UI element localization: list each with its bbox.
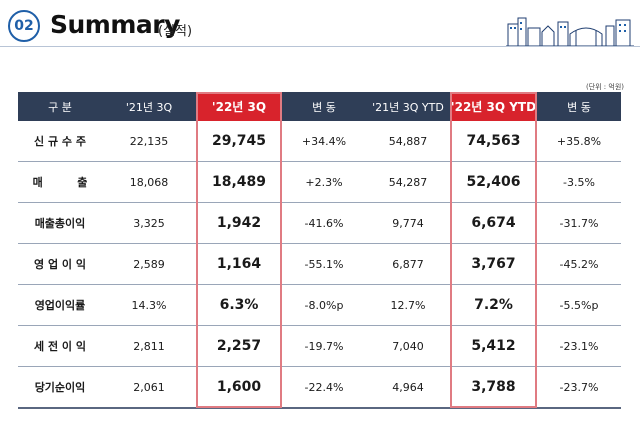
table-row: 세 전 이 익 2,811 2,257 -19.7% 7,040 5,412 -… (18, 325, 621, 367)
table-row: 매출총이익 3,325 1,942 -41.6% 9,774 6,674 -31… (18, 202, 621, 244)
cell-change-ytd: -23.7% (537, 366, 621, 409)
cell-21-ytd: 4,964 (366, 366, 450, 409)
cell-21-ytd: 54,287 (366, 161, 450, 203)
unit-note: (단위 : 억원) (585, 83, 624, 91)
row-label: 신 규 수 주 (18, 121, 102, 162)
cell-22-ytd: 3,788 (450, 366, 537, 409)
cell-change-q: -41.6% (282, 202, 366, 244)
city-skyline-icon (506, 17, 634, 47)
cell-22-ytd: 7.2% (450, 284, 537, 326)
cell-21-3q: 2,589 (102, 243, 196, 285)
cell-change-q: -55.1% (282, 243, 366, 285)
row-label: 당기순이익 (18, 366, 102, 409)
cell-change-q: -19.7% (282, 325, 366, 367)
cell-21-3q: 14.3% (102, 284, 196, 326)
table-row: 영업이익률 14.3% 6.3% -8.0%p 12.7% 7.2% -5.5%… (18, 284, 621, 326)
row-label: 영업이익률 (18, 284, 102, 326)
cell-22-3q: 1,164 (196, 243, 282, 285)
row-label: 세 전 이 익 (18, 325, 102, 367)
row-label: 매 출 (18, 161, 102, 203)
table-row: 당기순이익 2,061 1,600 -22.4% 4,964 3,788 -23… (18, 366, 621, 409)
cell-22-3q: 2,257 (196, 325, 282, 367)
cell-21-ytd: 6,877 (366, 243, 450, 285)
cell-21-3q: 2,811 (102, 325, 196, 367)
col-header-22-3q: '22년 3Q (196, 92, 282, 121)
col-header-category: 구 분 (18, 92, 102, 121)
header-divider (0, 46, 640, 47)
cell-21-3q: 18,068 (102, 161, 196, 203)
col-header-21-3q: '21년 3Q (102, 92, 196, 121)
cell-22-ytd: 6,674 (450, 202, 537, 244)
row-label: 영 업 이 익 (18, 243, 102, 285)
cell-22-3q: 6.3% (196, 284, 282, 326)
cell-22-ytd: 52,406 (450, 161, 537, 203)
cell-22-ytd: 3,767 (450, 243, 537, 285)
col-header-change-ytd: 변 동 (537, 92, 621, 121)
table-row: 매 출 18,068 18,489 +2.3% 54,287 52,406 -3… (18, 161, 621, 203)
section-number: 02 (14, 18, 34, 34)
cell-21-3q: 2,061 (102, 366, 196, 409)
cell-22-ytd: 74,563 (450, 121, 537, 162)
cell-change-ytd: +35.8% (537, 121, 621, 162)
cell-change-ytd: -31.7% (537, 202, 621, 244)
col-header-22-ytd: '22년 3Q YTD (450, 92, 537, 121)
cell-21-ytd: 9,774 (366, 202, 450, 244)
cell-change-q: -8.0%p (282, 284, 366, 326)
cell-change-ytd: -5.5%p (537, 284, 621, 326)
cell-22-3q: 1,600 (196, 366, 282, 409)
cell-21-ytd: 54,887 (366, 121, 450, 162)
cell-change-ytd: -3.5% (537, 161, 621, 203)
page-title: Summary (50, 10, 180, 39)
cell-22-3q: 1,942 (196, 202, 282, 244)
cell-22-3q: 29,745 (196, 121, 282, 162)
cell-21-3q: 22,135 (102, 121, 196, 162)
cell-21-ytd: 12.7% (366, 284, 450, 326)
cell-change-q: -22.4% (282, 366, 366, 409)
table-header-row: 구 분 '21년 3Q '22년 3Q 변 동 '21년 3Q YTD '22년… (18, 92, 621, 121)
row-label: 매출총이익 (18, 202, 102, 244)
col-header-21-ytd: '21년 3Q YTD (366, 92, 450, 121)
cell-change-ytd: -23.1% (537, 325, 621, 367)
cell-22-ytd: 5,412 (450, 325, 537, 367)
cell-21-3q: 3,325 (102, 202, 196, 244)
cell-22-3q: 18,489 (196, 161, 282, 203)
cell-change-ytd: -45.2% (537, 243, 621, 285)
table-row: 영 업 이 익 2,589 1,164 -55.1% 6,877 3,767 -… (18, 243, 621, 285)
section-number-badge: 02 (8, 10, 40, 42)
cell-21-ytd: 7,040 (366, 325, 450, 367)
col-header-change-q: 변 동 (282, 92, 366, 121)
cell-change-q: +2.3% (282, 161, 366, 203)
table-row: 신 규 수 주 22,135 29,745 +34.4% 54,887 74,5… (18, 121, 621, 162)
summary-table: 구 분 '21년 3Q '22년 3Q 변 동 '21년 3Q YTD '22년… (18, 92, 621, 409)
page-subtitle: (실적) (158, 24, 193, 39)
cell-change-q: +34.4% (282, 121, 366, 162)
